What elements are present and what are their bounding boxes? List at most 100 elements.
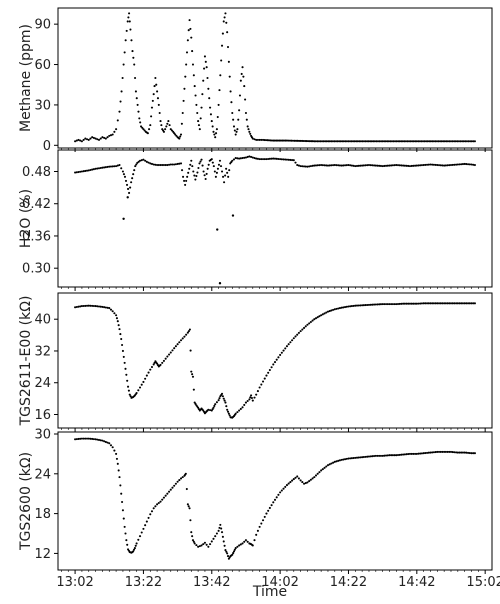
data-point (249, 132, 252, 135)
data-point (408, 302, 412, 305)
data-point (247, 128, 250, 131)
data-point (353, 140, 356, 143)
data-point (197, 124, 201, 127)
data-point (427, 163, 430, 166)
data-point (372, 140, 375, 143)
data-point (232, 550, 236, 553)
data-point (467, 302, 470, 305)
y-tick-label: 18 (34, 507, 51, 522)
data-point (165, 125, 168, 128)
data-point (321, 468, 324, 471)
data-point (156, 97, 160, 100)
data-point (86, 138, 89, 141)
data-point (178, 162, 181, 165)
data-point (378, 140, 381, 143)
data-point (333, 308, 336, 311)
data-point (214, 403, 217, 406)
data-point (187, 505, 190, 508)
data-point (226, 171, 229, 174)
data-point (82, 138, 85, 141)
data-point (118, 110, 121, 113)
data-point (119, 333, 122, 336)
data-point (272, 501, 275, 504)
data-point (134, 544, 137, 547)
data-point (84, 304, 87, 307)
data-point (169, 163, 172, 166)
data-point (183, 87, 186, 90)
data-point (470, 140, 473, 143)
data-point (121, 76, 124, 80)
data-point (292, 337, 295, 340)
data-point (124, 532, 127, 535)
data-point (393, 303, 396, 306)
data-point (429, 163, 432, 166)
data-point (342, 306, 345, 309)
data-point (344, 164, 347, 167)
data-point (337, 459, 340, 462)
data-point (223, 16, 226, 19)
data-point (317, 140, 321, 143)
data-point (432, 163, 435, 166)
data-point (158, 111, 161, 115)
data-point (239, 157, 242, 160)
data-point (120, 338, 123, 341)
data-point (465, 163, 468, 166)
data-point (226, 410, 230, 413)
data-point (118, 163, 121, 167)
data-point (216, 115, 219, 119)
data-point (234, 157, 237, 160)
data-point (188, 328, 191, 331)
data-point (445, 140, 448, 143)
data-point (145, 374, 148, 377)
data-point (388, 303, 391, 306)
data-point (159, 500, 162, 503)
data-point (457, 140, 461, 143)
data-point (86, 437, 89, 440)
data-point (192, 74, 195, 77)
data-point (260, 522, 263, 525)
data-point (108, 442, 111, 445)
data-point (404, 140, 408, 143)
data-point (458, 163, 461, 166)
data-point (87, 304, 90, 307)
data-point (350, 457, 353, 460)
data-point (228, 75, 231, 78)
data-point (128, 191, 131, 195)
data-point (205, 543, 208, 546)
data-point (403, 164, 406, 167)
data-point (278, 139, 281, 142)
data-point (218, 89, 221, 92)
data-point (106, 165, 109, 168)
data-point (366, 164, 369, 167)
data-point (280, 158, 283, 161)
data-point (210, 158, 213, 161)
data-point (412, 164, 415, 167)
data-point (187, 29, 190, 32)
data-point (349, 164, 352, 167)
data-point (284, 158, 287, 161)
y-axis-label: TGS2611-E00 (kΩ) (18, 296, 34, 427)
data-point (347, 163, 350, 167)
data-point (320, 163, 323, 167)
data-point (311, 164, 314, 167)
data-point (253, 138, 256, 141)
data-point (383, 140, 386, 143)
data-point (374, 164, 377, 167)
data-point (291, 159, 294, 162)
data-point (369, 303, 372, 306)
data-point (273, 361, 277, 364)
data-point (256, 157, 259, 160)
data-point (405, 453, 408, 456)
data-point (279, 139, 282, 142)
data-point (362, 164, 365, 167)
y-axis-label: TGS2600 (kΩ) (18, 452, 34, 551)
data-point (205, 66, 208, 69)
data-point (284, 485, 287, 488)
data-point (176, 162, 179, 166)
data-point (236, 411, 239, 414)
data-point (225, 405, 228, 408)
data-point (96, 305, 99, 308)
data-point (79, 305, 82, 308)
data-point (470, 163, 473, 166)
data-point (311, 477, 314, 480)
